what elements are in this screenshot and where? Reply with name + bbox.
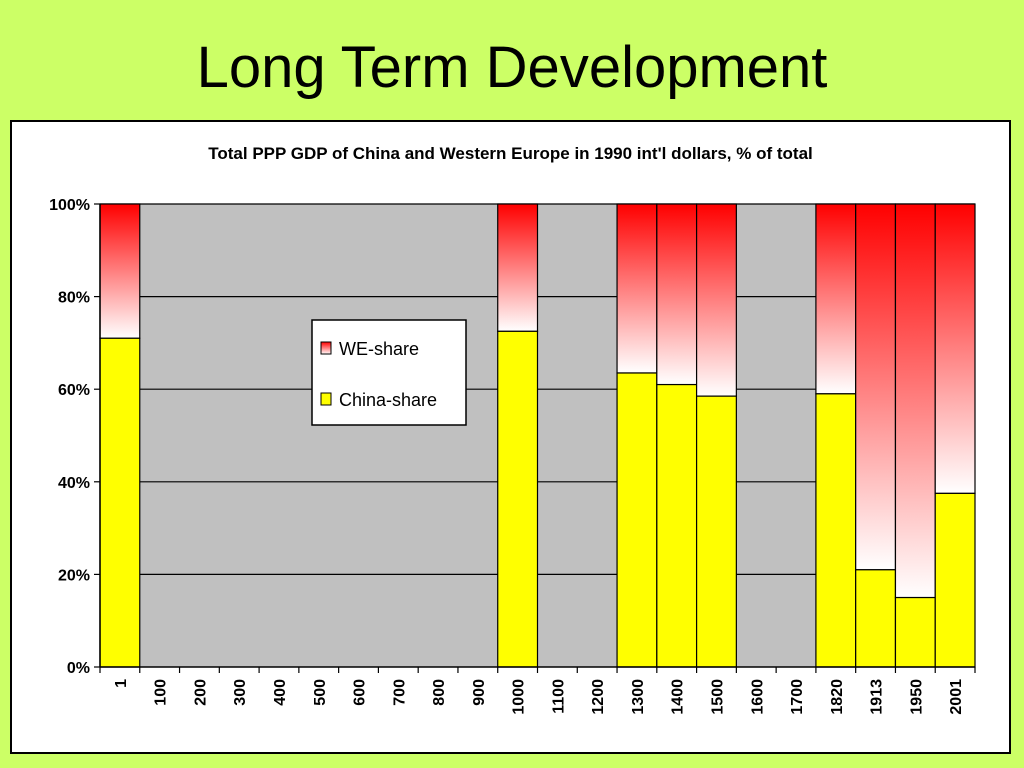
x-tick-label: 1700 bbox=[789, 679, 806, 715]
bar-china-share bbox=[894, 596, 936, 668]
x-tick-label: 2001 bbox=[948, 679, 965, 715]
chart-title: Total PPP GDP of China and Western Europ… bbox=[208, 144, 813, 163]
x-tick-label: 1600 bbox=[749, 679, 766, 715]
x-tick-label: 1300 bbox=[630, 679, 647, 715]
x-tick-label: 200 bbox=[192, 679, 209, 706]
bar-china-share bbox=[855, 569, 897, 668]
x-tick-label: 1200 bbox=[590, 679, 607, 715]
x-tick-label: 100 bbox=[153, 679, 170, 706]
legend: WE-share China-share bbox=[311, 319, 467, 426]
y-tick-label: 20% bbox=[58, 567, 90, 584]
x-tick-label: 1500 bbox=[709, 679, 726, 715]
bar-china-share bbox=[616, 372, 658, 668]
x-tick-label: 400 bbox=[272, 679, 289, 706]
bar-we-share bbox=[855, 203, 897, 571]
legend-label-we-share: WE-share bbox=[339, 339, 419, 359]
x-tick-label: 300 bbox=[232, 679, 249, 706]
bar-we-share bbox=[934, 203, 976, 494]
legend-swatch-china-share bbox=[320, 392, 332, 406]
bar-china-share bbox=[815, 393, 857, 668]
bar-china-share bbox=[934, 492, 976, 668]
chart-svg: 0%20%40%60%80%100%1 100 200 300 400 500 600 700… bbox=[49, 197, 976, 715]
bar-we-share bbox=[656, 203, 698, 386]
legend-box bbox=[311, 319, 467, 426]
x-tick-label: 1000 bbox=[511, 679, 528, 715]
bar-china-share bbox=[656, 383, 698, 668]
x-tick-label: 1950 bbox=[908, 679, 925, 715]
x-tick-label: 1400 bbox=[670, 679, 687, 715]
bar-china-share bbox=[497, 330, 539, 668]
x-tick-label: 700 bbox=[391, 679, 408, 706]
bar-china-share bbox=[99, 337, 141, 668]
bar-we-share bbox=[497, 203, 539, 332]
x-tick-label: 1100 bbox=[550, 679, 567, 714]
x-tick-label: 900 bbox=[471, 679, 488, 706]
bar-we-share bbox=[894, 203, 936, 599]
y-tick-label: 40% bbox=[58, 475, 90, 492]
legend-swatch-we-share bbox=[320, 341, 332, 355]
bar-we-share bbox=[815, 203, 857, 395]
chart-panel: Total PPP GDP of China and Western Europ… bbox=[10, 120, 1011, 754]
x-tick-label: 1 bbox=[113, 679, 130, 688]
bar-we-share bbox=[99, 203, 141, 339]
y-tick-label: 60% bbox=[58, 382, 90, 399]
y-tick-label: 80% bbox=[58, 290, 90, 307]
x-tick-label: 800 bbox=[431, 679, 448, 706]
y-tick-label: 100% bbox=[49, 197, 90, 214]
legend-label-china-share: China-share bbox=[339, 390, 437, 410]
x-tick-label: 1913 bbox=[869, 679, 886, 715]
slide-title: Long Term Development bbox=[196, 35, 828, 100]
x-tick-label: 600 bbox=[352, 679, 369, 706]
x-tick-label: 1820 bbox=[829, 679, 846, 715]
x-tick-label: 500 bbox=[312, 679, 329, 706]
bar-china-share bbox=[695, 395, 737, 668]
bar-we-share bbox=[616, 203, 658, 374]
y-tick-label: 0% bbox=[67, 660, 90, 677]
bar-we-share bbox=[695, 203, 737, 397]
